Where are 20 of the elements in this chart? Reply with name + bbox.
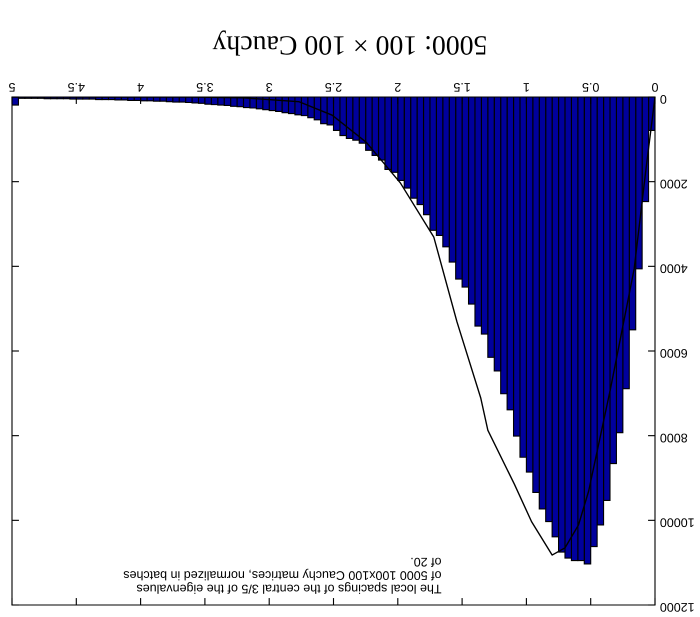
x-tick-label: 0 [652,82,658,92]
y-tick-label: 4000 [660,264,688,274]
x-tick-label: 1 [524,83,529,92]
y-tick-label: 8000 [660,434,688,442]
x-tick-label: 3.5 [196,82,214,92]
x-tick-label: 5 [9,82,15,92]
x-tick-label: 3 [266,82,272,92]
y-tick-label: 2000 [660,180,688,188]
y-tick-label: 10000 [660,518,694,528]
y-tick-label: 0 [660,94,666,104]
x-tick-label: 1.5 [454,82,470,92]
x-tick-label: 2 [394,83,401,92]
y-tick-label: 6000 [660,348,688,358]
x-tick-label: 2.5 [325,82,342,92]
x-tick-label: 4 [137,83,144,92]
x-tick-label: 4.5 [68,82,85,92]
x-tick-label: 0.5 [582,82,599,92]
chart-title: 5000: 100 × 100 Cauchy [212,30,486,56]
y-tick-label: 12000 [660,602,694,612]
annotation: The local spacings of the central 3/5 of the eigenvalues of 5000 100x100 Cauchy matrices, normalized in batches of 20. [124,558,442,594]
